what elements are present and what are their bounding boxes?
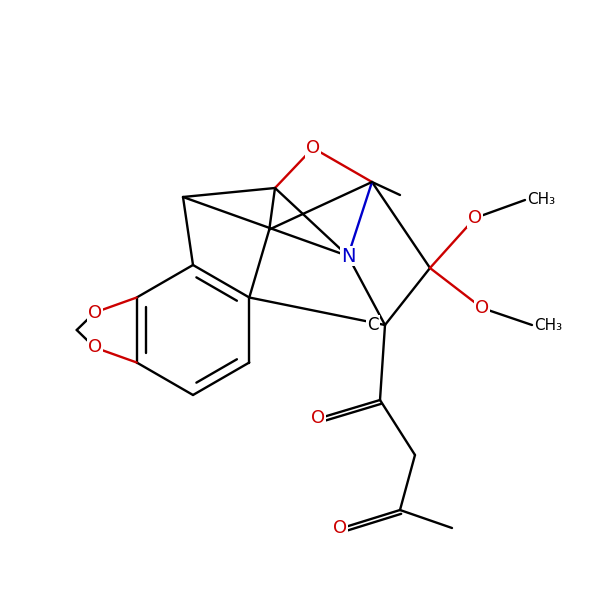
Text: O: O xyxy=(333,519,347,537)
Text: O: O xyxy=(475,299,489,317)
Text: C: C xyxy=(367,316,379,334)
Text: O: O xyxy=(306,139,320,157)
Text: O: O xyxy=(88,304,102,322)
Text: O: O xyxy=(468,209,482,227)
Text: O: O xyxy=(88,338,102,356)
Text: N: N xyxy=(341,247,355,265)
Text: O: O xyxy=(311,409,325,427)
Text: CH₃: CH₃ xyxy=(527,193,555,208)
Text: CH₃: CH₃ xyxy=(534,317,562,332)
